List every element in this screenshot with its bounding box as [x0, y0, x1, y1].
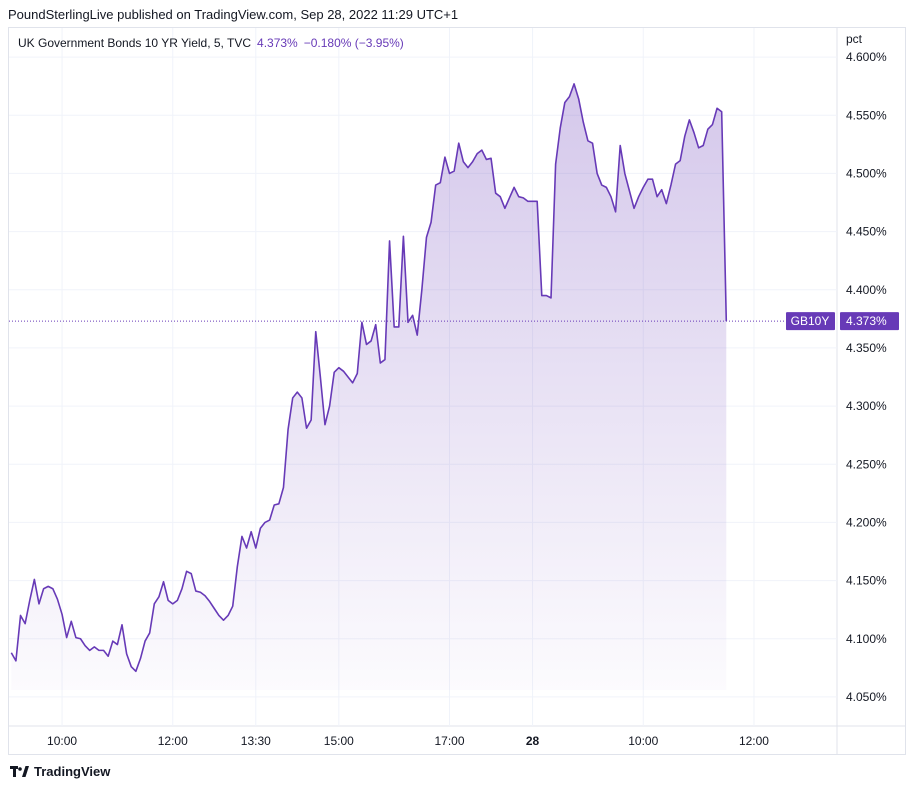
symbol-tag — [786, 312, 835, 331]
y-tick-label: 4.350% — [846, 341, 887, 355]
x-tick-label: 12:00 — [158, 734, 188, 748]
y-tick-label: 4.450% — [846, 225, 887, 239]
time-axis: 10:00 12:00 13:30 15:00 17:00 28 10:00 12:00 — [47, 734, 769, 748]
x-tick-label: 10:00 — [628, 734, 658, 748]
y-tick-label: 4.250% — [846, 457, 887, 471]
price-axis: 4.600% 4.550% 4.500% 4.450% 4.400% 4.350% 4.30… — [846, 50, 887, 704]
price-tags: GB10Y 4.373% — [786, 312, 899, 331]
last-price-tag-label: 4.373% — [846, 314, 887, 328]
y-tick-label: 4.300% — [846, 399, 887, 413]
symbol-tag-label: GB10Y — [791, 314, 830, 328]
y-tick-label: 4.600% — [846, 50, 887, 64]
x-tick-label: 15:00 — [324, 734, 354, 748]
y-tick-label: 4.550% — [846, 108, 887, 122]
y-tick-label: 4.400% — [846, 283, 887, 297]
y-tick-label: 4.150% — [846, 574, 887, 588]
x-tick-label: 13:30 — [241, 734, 271, 748]
x-tick-label: 17:00 — [435, 734, 465, 748]
y-tick-label: 4.200% — [846, 515, 887, 529]
y-tick-label: 4.100% — [846, 632, 887, 646]
tradingview-logo-icon — [10, 765, 29, 777]
legend-last-value: 4.373% — [257, 36, 298, 50]
price-axis-unit: pct — [846, 32, 863, 46]
last-price-tag — [840, 312, 899, 331]
published-caption: PoundSterlingLive published on TradingVi… — [8, 7, 459, 22]
tradingview-footer[interactable]: TradingView — [10, 764, 110, 779]
series-line — [10, 83, 728, 673]
chart-pane[interactable] — [8, 27, 906, 755]
series-area — [11, 83, 727, 691]
legend-symbol-text: UK Government Bonds 10 YR Yield, 5, TVC — [18, 36, 252, 50]
y-tick-label: 4.050% — [846, 690, 887, 704]
tradingview-brand: TradingView — [34, 764, 111, 779]
x-tick-label: 28 — [526, 734, 540, 748]
x-tick-label: 10:00 — [47, 734, 77, 748]
x-tick-label: 12:00 — [739, 734, 769, 748]
legend-change: −0.180% (−3.95%) — [303, 36, 404, 50]
symbol-legend[interactable]: UK Government Bonds 10 YR Yield, 5, TVC … — [18, 36, 404, 50]
y-tick-label: 4.500% — [846, 166, 887, 180]
